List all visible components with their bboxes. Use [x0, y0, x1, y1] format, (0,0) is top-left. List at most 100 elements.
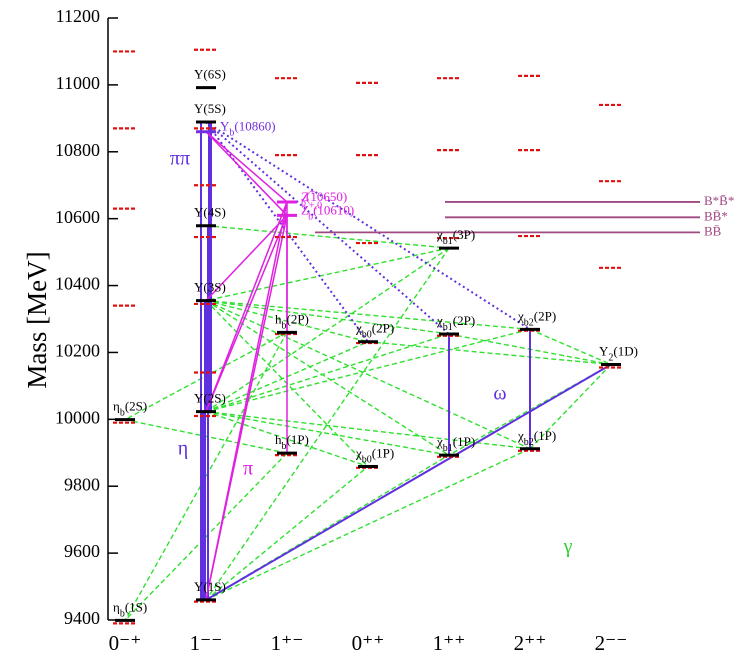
state-symbol: χ	[436, 313, 443, 328]
threshold-label: BB̄*	[704, 208, 728, 223]
state-symbol: h	[275, 432, 282, 447]
state-symbol: h	[275, 311, 282, 326]
state-label: Υ(3S)	[194, 280, 226, 295]
transition	[205, 121, 450, 335]
x-category-label: 1⁺⁻	[271, 631, 304, 655]
transition	[205, 299, 531, 331]
state-label: Z+ b(10650)	[301, 187, 347, 209]
y-tick-label: 9400	[64, 608, 100, 628]
transition	[205, 247, 450, 413]
transition	[205, 299, 531, 450]
state-symbol: Υ	[194, 205, 204, 220]
y-tick-label: 11000	[56, 73, 100, 93]
transition	[205, 131, 288, 216]
state-tail: (6S)	[203, 67, 225, 82]
x-category-label: 1⁻⁻	[190, 631, 223, 655]
state-symbol: Υ	[194, 67, 204, 82]
state-tail: (5S)	[203, 101, 225, 116]
state-symbol: Z	[301, 202, 309, 217]
y-tick-label: 10200	[55, 341, 100, 361]
state-tail: (3P)	[453, 227, 475, 242]
y-axis-label: Mass [MeV]	[22, 251, 52, 388]
transition	[124, 332, 288, 621]
transition	[529, 328, 612, 366]
state-sub: b	[282, 320, 287, 331]
transition-annotation: η	[178, 438, 188, 460]
transition-annotation: γ	[563, 536, 573, 558]
transition	[205, 410, 369, 468]
state-tail: (10860)	[234, 119, 275, 134]
transition	[367, 341, 612, 366]
threshold-label: BB̄	[704, 223, 722, 238]
state-tail: (2P)	[534, 308, 556, 323]
state-symbol: Υ	[194, 579, 204, 594]
state-sub: b	[229, 128, 234, 139]
state-label: χb1(1P)	[436, 434, 475, 454]
transition	[205, 410, 450, 456]
state-label: Υ(4S)	[194, 205, 226, 220]
state-label: Υ(6S)	[194, 67, 226, 82]
transition	[529, 363, 612, 450]
transition	[205, 247, 450, 601]
state-tail: (1S)	[125, 599, 147, 614]
y-tick-label: 9800	[64, 474, 100, 494]
state-tail: (10650)	[306, 189, 347, 204]
x-category-label: 2⁻⁻	[595, 631, 628, 655]
state-sub: b	[308, 211, 313, 222]
state-symbol: χ	[355, 445, 362, 460]
transition-annotation: π	[243, 458, 253, 480]
state-label: χb1(2P)	[436, 313, 475, 333]
state-sup: +	[309, 187, 315, 198]
state-label: χb2(2P)	[517, 308, 556, 328]
state-label: Υb(10860)	[220, 119, 276, 139]
state-symbol: η	[113, 399, 120, 414]
y-tick-label: 10400	[55, 274, 100, 294]
state-sub: b1	[443, 322, 453, 333]
state-symbol: Υ	[599, 343, 609, 358]
state-sub: b	[120, 407, 125, 418]
state-label: hb(2P)	[275, 311, 309, 331]
state-sub: b	[120, 608, 125, 619]
state-label: χb0(2P)	[355, 321, 394, 341]
x-category-label: 1⁺⁺	[433, 631, 466, 655]
state-tail: (1P)	[287, 432, 309, 447]
transition	[205, 201, 288, 412]
state-tail: (1D)	[613, 343, 638, 358]
state-label: ηb(1S)	[113, 599, 147, 619]
state-sub: 2	[608, 352, 613, 363]
y-tick-label: 10800	[55, 140, 100, 160]
state-tail: (2P)	[287, 311, 309, 326]
state-label: χb2(1P)	[517, 428, 556, 448]
state-label: Υ2(1D)	[599, 343, 638, 363]
state-sub: b	[301, 198, 306, 209]
state-symbol: η	[113, 599, 120, 614]
transition	[205, 410, 531, 450]
transition	[205, 247, 450, 302]
state-tail: (3S)	[203, 280, 225, 295]
transition	[205, 201, 288, 601]
state-sup: +,0	[309, 200, 322, 211]
transitions	[124, 121, 612, 621]
state-symbol: χ	[436, 434, 443, 449]
state-tail: (1P)	[453, 434, 475, 449]
transition	[205, 224, 450, 249]
state-tail: (1P)	[372, 445, 394, 460]
state-symbol: Υ	[194, 391, 204, 406]
transition-annotation: ππ	[170, 148, 190, 170]
state-tail: (2P)	[453, 313, 475, 328]
state-tail: (2S)	[125, 399, 147, 414]
x-category-label: 0⁺⁺	[352, 631, 385, 655]
state-sub: b2	[524, 317, 534, 328]
state-tail: (4S)	[203, 205, 225, 220]
y-tick-label: 10000	[55, 407, 100, 427]
transition	[205, 448, 531, 601]
state-label: χb0(1P)	[355, 445, 394, 465]
state-tail: (2P)	[372, 321, 394, 336]
x-category-label: 0⁻⁺	[109, 631, 142, 655]
transition	[205, 454, 450, 601]
state-sub: b1	[443, 236, 453, 247]
state-symbol: χ	[517, 428, 524, 443]
transition	[205, 363, 612, 601]
transition	[205, 121, 531, 331]
